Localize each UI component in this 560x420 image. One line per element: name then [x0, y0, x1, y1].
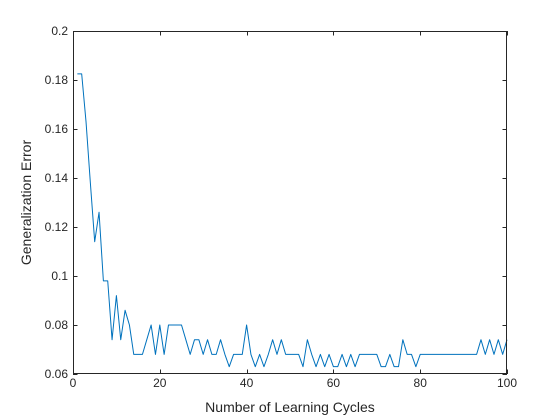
y-tick-label: 0.06 [45, 367, 69, 381]
x-tick-label: 20 [153, 376, 167, 390]
y-axis-label: Generalization Error [18, 140, 34, 266]
plot-area [73, 31, 507, 374]
ticks-layer: 0 20 40 60 80 100 0.06 0.08 0.1 0.12 0.14 0.16 0.18 0… [45, 24, 518, 390]
x-tick-label: 40 [240, 376, 254, 390]
series-layer [77, 73, 508, 368]
y-tick-label: 0.1 [51, 269, 68, 283]
x-tick-label: 60 [327, 376, 341, 390]
y-tick-label: 0.18 [45, 73, 69, 87]
x-tick-label: 0 [70, 376, 77, 390]
y-tick-label: 0.16 [45, 122, 69, 136]
x-tick-label: 80 [414, 376, 428, 390]
series-line [77, 73, 508, 368]
y-tick-label: 0.08 [45, 318, 69, 332]
y-tick-label: 0.14 [45, 171, 69, 185]
y-tick-label: 0.2 [51, 24, 68, 38]
axes-layer [73, 31, 507, 374]
x-tick-label: 100 [497, 376, 517, 390]
x-axis-label: Number of Learning Cycles [205, 399, 375, 415]
axes-box [73, 31, 507, 374]
y-tick-label: 0.12 [45, 220, 69, 234]
